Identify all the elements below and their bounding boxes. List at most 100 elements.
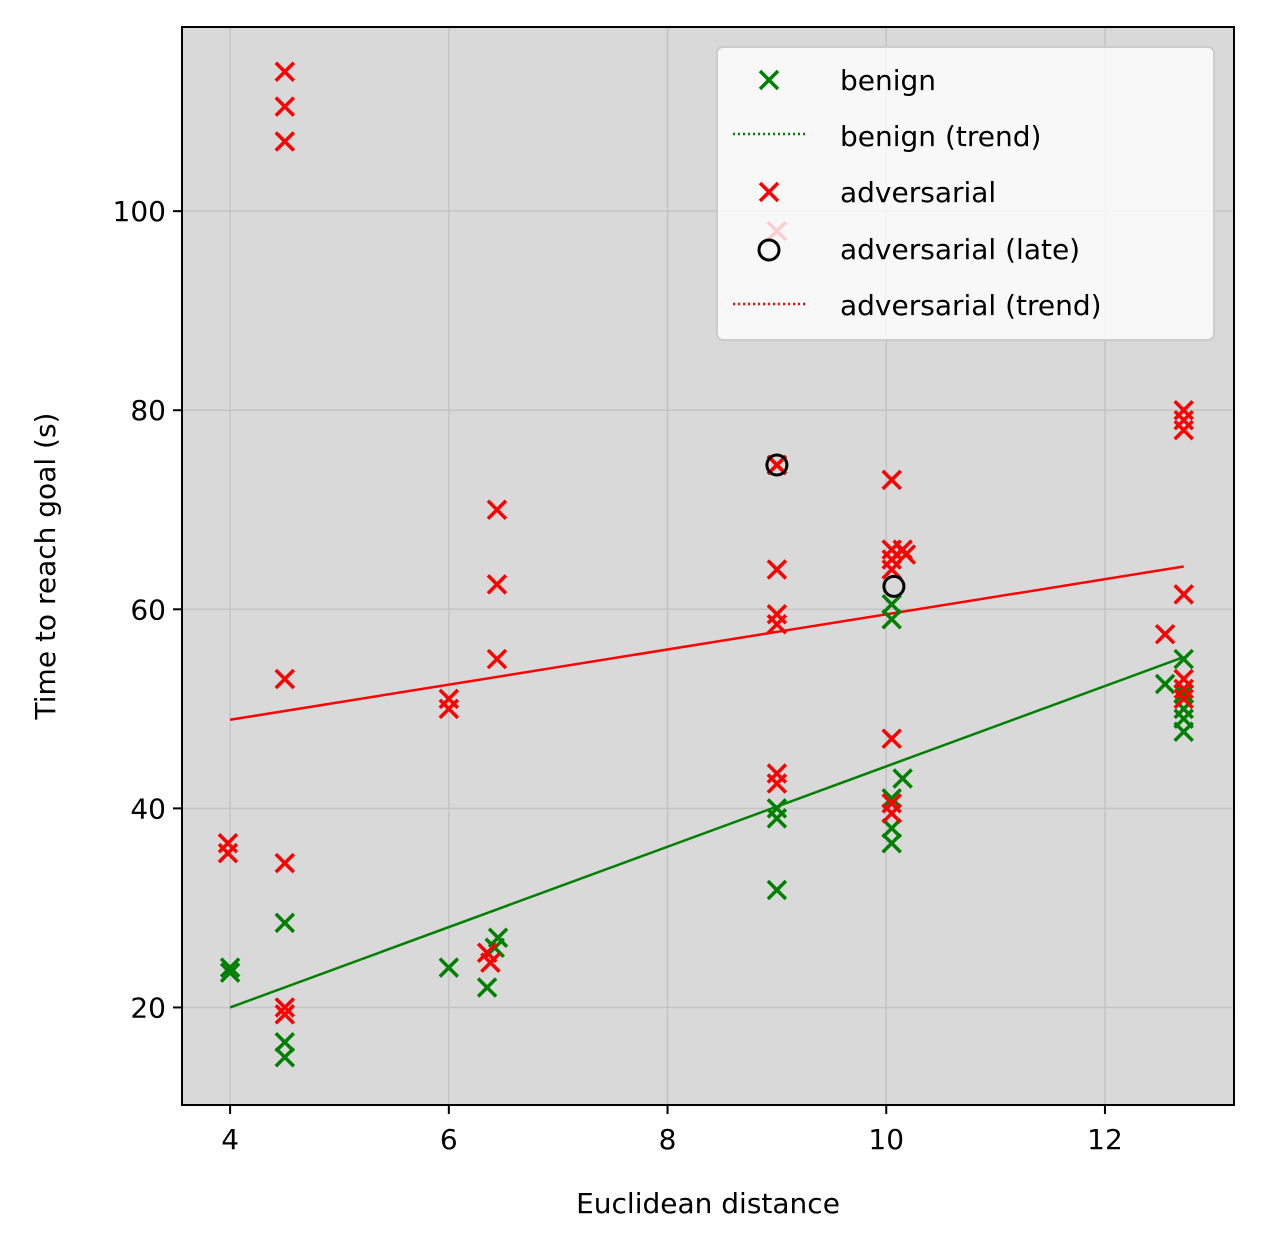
x-stroke [274,1004,296,1025]
x-stroke [274,912,296,934]
x-stroke [892,768,913,789]
adversarial-point [766,773,788,794]
x-stroke [486,499,508,520]
y-tick-label: 80 [130,394,166,427]
x-stroke [1173,683,1194,705]
benign-point [881,594,902,615]
legend-marker-benign-x [758,69,780,91]
legend-item-adversarial-late: adversarial (late) [757,233,1080,266]
y-tick-label: 40 [130,792,166,825]
x-stroke [1173,648,1194,670]
x-stroke [274,997,296,1018]
benign-point [438,957,460,978]
x-stroke [881,818,902,839]
adversarial-point [274,1004,296,1025]
legend-box [716,46,1215,341]
adversarial-point [486,574,508,595]
x-stroke [438,698,460,720]
x-stroke [486,574,508,595]
x-stroke [881,609,902,630]
x-stroke [476,977,498,998]
x-stroke [274,96,296,117]
x-stroke [274,1046,296,1068]
x-stroke [766,613,788,635]
x-stroke [274,668,296,690]
benign-point [219,962,241,983]
x-stroke [1173,721,1194,742]
adversarial-point [766,613,788,635]
benign-point [766,808,788,829]
adversarial-point [480,952,501,973]
legend-item-benign: benign [758,64,936,97]
x-stroke [881,832,902,854]
benign-point [1173,683,1194,705]
y-axis-ticks: 20 40 60 80 100 [113,195,182,1024]
x-stroke [1173,688,1194,710]
x-stroke [766,879,788,901]
x-stroke [1154,623,1176,645]
trend-line [229,565,1184,722]
x-tick-label: 12 [1087,1123,1123,1156]
benign-point [274,912,296,934]
x-stroke [274,852,296,874]
benign-point [766,879,788,901]
legend-label-adversarial-trend: adversarial (trend) [840,289,1102,322]
y-tick-label: 100 [113,195,166,228]
benign-point [476,977,498,998]
adversarial-point [766,559,788,580]
legend-label-benign-trend: benign (trend) [840,120,1041,153]
x-stroke [476,942,498,963]
adversarial-point [766,454,788,476]
x-stroke [487,927,509,949]
x-stroke [881,803,902,824]
legend-item-adversarial: adversarial [758,176,996,209]
legend-item-benign-trend: benign (trend) [733,120,1041,153]
x-stroke [766,808,788,829]
legend-label-benign: benign [840,64,936,97]
data-points [217,61,1194,1068]
adversarial-late-point [882,574,906,598]
x-axis-ticks: 4 6 8 10 12 [221,1105,1123,1156]
benign-point [881,788,902,809]
x-stroke [881,728,902,749]
x-stroke [766,559,788,580]
y-axis-label: Time to reach goal (s) [29,413,62,721]
adversarial-point [274,852,296,874]
benign-point [881,609,902,630]
x-stroke [881,469,902,491]
x-stroke [219,962,241,983]
x-stroke [274,1032,296,1053]
x-axis-label: Euclidean distance [576,1187,840,1220]
x-tick-label: 8 [659,1123,677,1156]
x-stroke [486,648,508,670]
adversarial-point [1173,584,1194,605]
adversarial-late-point [765,453,789,477]
benign-point [1173,648,1194,670]
legend-marker-adversarial-late [757,238,781,262]
adversarial-point [274,997,296,1018]
plot-frame [181,26,1235,1106]
legend: benign benign (trend) adversarial advers… [716,46,1215,341]
x-stroke [766,454,788,476]
adversarial-point [881,469,902,491]
adversarial-point [274,96,296,117]
x-stroke [219,957,241,978]
adversarial-point [438,698,460,720]
trend-line [229,655,1185,1009]
adversarial-point [274,131,296,152]
x-stroke [895,544,917,565]
adversarial-point [486,648,508,670]
x-stroke [274,131,296,152]
legend-label-adversarial-late: adversarial (late) [840,233,1080,266]
benign-point [881,832,902,854]
x-stroke [217,842,239,864]
adversarial-point [1173,688,1194,710]
benign-point [274,1032,296,1053]
x-stroke [766,773,788,794]
adversarial-point [274,61,296,83]
adversarial-point [895,544,917,565]
x-stroke [881,788,902,809]
benign-point [219,957,241,978]
x-stroke [274,61,296,83]
